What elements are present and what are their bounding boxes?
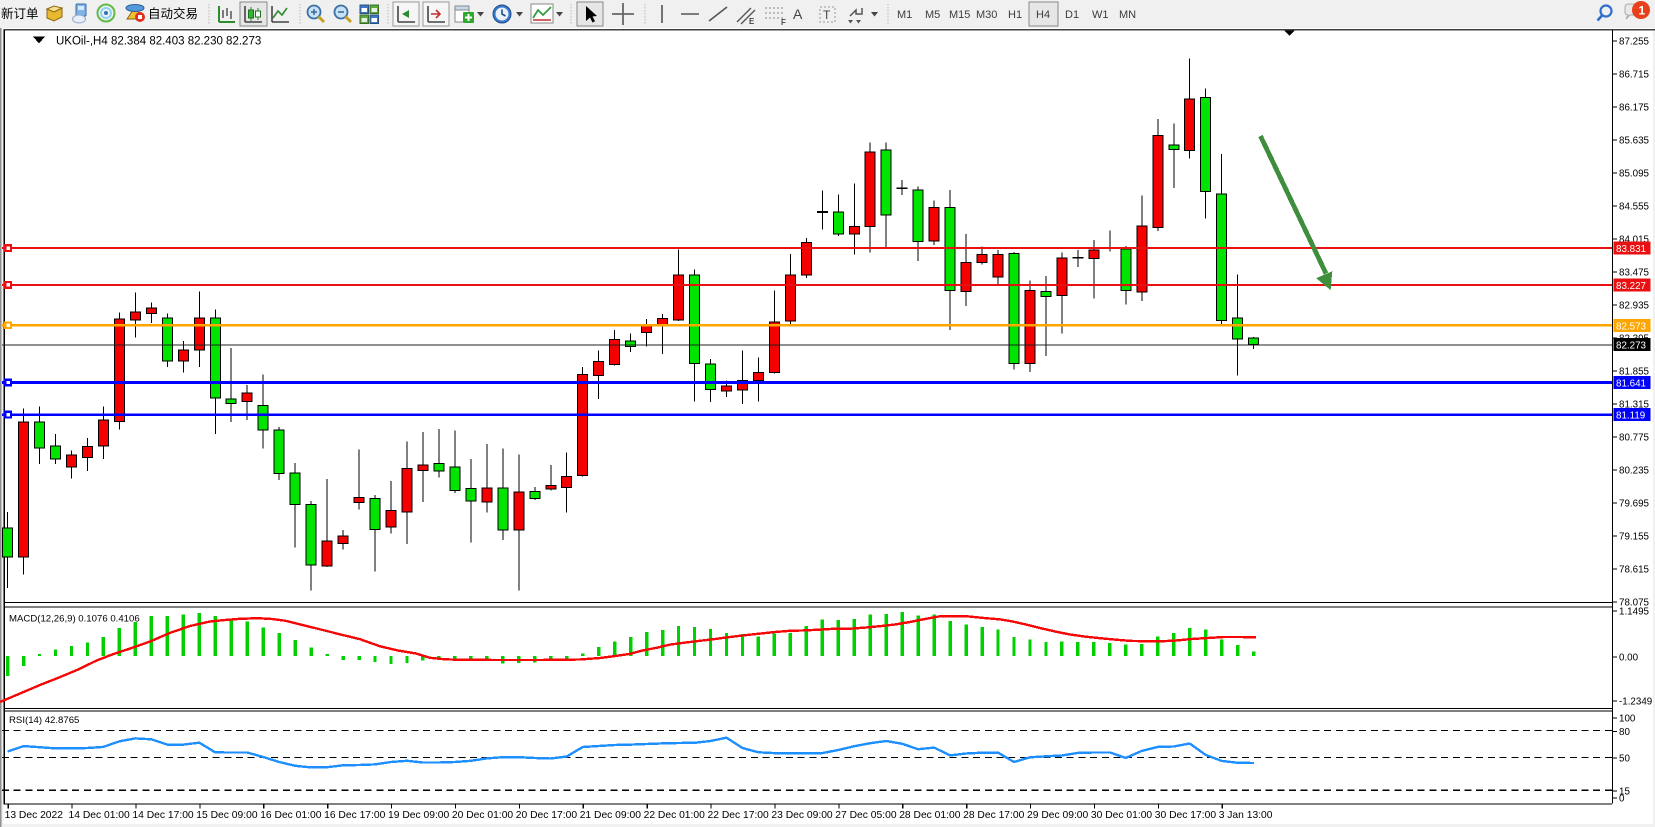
- svg-text:3 Jan 13:00: 3 Jan 13:00: [1219, 810, 1273, 821]
- svg-text:83.475: 83.475: [1619, 268, 1650, 279]
- svg-text:81.641: 81.641: [1616, 379, 1646, 390]
- svg-text:15 Dec 09:00: 15 Dec 09:00: [196, 810, 258, 821]
- svg-text:UKOil-,H4 82.384 82.403 82.23: UKOil-,H4 82.384 82.403 82.230 82.273: [56, 36, 261, 48]
- svg-text:F: F: [781, 18, 786, 27]
- svg-text:85.095: 85.095: [1619, 169, 1650, 180]
- svg-text:13 Dec 2022: 13 Dec 2022: [5, 810, 64, 821]
- svg-text:T: T: [823, 8, 831, 22]
- svg-text:81.119: 81.119: [1616, 411, 1645, 422]
- svg-text:-1.2349: -1.2349: [1619, 696, 1652, 707]
- svg-text:80: 80: [1619, 727, 1630, 738]
- svg-text:20 Dec 01:00: 20 Dec 01:00: [452, 810, 514, 821]
- svg-text:21 Dec 09:00: 21 Dec 09:00: [580, 810, 642, 821]
- svg-text:1: 1: [1639, 4, 1646, 18]
- svg-text:自动交易: 自动交易: [148, 6, 198, 21]
- svg-text:87.255: 87.255: [1619, 37, 1650, 48]
- svg-text:H1: H1: [1008, 9, 1022, 21]
- svg-text:86.175: 86.175: [1619, 103, 1650, 114]
- svg-text:14 Dec 17:00: 14 Dec 17:00: [132, 810, 194, 821]
- svg-text:84.015: 84.015: [1619, 235, 1650, 246]
- svg-text:W1: W1: [1092, 9, 1109, 21]
- svg-text:19 Dec 09:00: 19 Dec 09:00: [388, 810, 450, 821]
- svg-text:16 Dec 01:00: 16 Dec 01:00: [260, 810, 322, 821]
- svg-text:H4: H4: [1036, 9, 1050, 21]
- svg-text:82.935: 82.935: [1619, 301, 1650, 312]
- svg-text:0: 0: [1619, 794, 1625, 805]
- svg-text:28 Dec 17:00: 28 Dec 17:00: [963, 810, 1025, 821]
- svg-text:27 Dec 05:00: 27 Dec 05:00: [835, 810, 897, 821]
- svg-text:81.315: 81.315: [1619, 400, 1650, 411]
- svg-text:80.235: 80.235: [1619, 466, 1650, 477]
- svg-text:23 Dec 09:00: 23 Dec 09:00: [771, 810, 833, 821]
- svg-text:新订单: 新订单: [1, 6, 39, 21]
- svg-text:50: 50: [1619, 753, 1630, 764]
- svg-text:MN: MN: [1119, 9, 1136, 21]
- svg-text:79.155: 79.155: [1619, 532, 1650, 543]
- svg-text:100: 100: [1619, 714, 1636, 725]
- svg-text:30 Dec 17:00: 30 Dec 17:00: [1155, 810, 1217, 821]
- svg-text:E: E: [749, 17, 754, 26]
- svg-text:78.075: 78.075: [1619, 598, 1650, 609]
- svg-text:M1: M1: [897, 9, 912, 21]
- svg-text:30 Dec 01:00: 30 Dec 01:00: [1091, 810, 1153, 821]
- svg-text:28 Dec 01:00: 28 Dec 01:00: [899, 810, 961, 821]
- svg-text:86.715: 86.715: [1619, 70, 1650, 81]
- svg-text:22 Dec 17:00: 22 Dec 17:00: [708, 810, 770, 821]
- svg-text:16 Dec 17:00: 16 Dec 17:00: [324, 810, 386, 821]
- svg-text:20 Dec 17:00: 20 Dec 17:00: [516, 810, 578, 821]
- svg-text:81.855: 81.855: [1619, 367, 1650, 378]
- svg-text:15: 15: [1619, 786, 1630, 797]
- svg-text:84.555: 84.555: [1619, 202, 1650, 213]
- svg-text:29 Dec 09:00: 29 Dec 09:00: [1027, 810, 1089, 821]
- svg-text:14 Dec 01:00: 14 Dec 01:00: [69, 810, 131, 821]
- svg-text:A: A: [793, 6, 803, 22]
- svg-text:RSI(14) 42.8765: RSI(14) 42.8765: [9, 715, 79, 726]
- svg-text:79.695: 79.695: [1619, 499, 1650, 510]
- svg-text:80.775: 80.775: [1619, 433, 1650, 444]
- svg-text:78.615: 78.615: [1619, 565, 1650, 576]
- svg-text:M5: M5: [925, 9, 940, 21]
- svg-text:D1: D1: [1065, 9, 1079, 21]
- svg-text:22 Dec 01:00: 22 Dec 01:00: [644, 810, 706, 821]
- svg-text:0.00: 0.00: [1619, 652, 1639, 663]
- svg-text:83.831: 83.831: [1616, 244, 1646, 255]
- svg-text:83.227: 83.227: [1616, 281, 1646, 292]
- svg-text:M30: M30: [976, 9, 997, 21]
- svg-text:M15: M15: [949, 9, 970, 21]
- svg-text:85.635: 85.635: [1619, 136, 1650, 147]
- svg-text:1.1495: 1.1495: [1619, 607, 1650, 618]
- svg-text:82.573: 82.573: [1616, 321, 1647, 332]
- svg-text:MACD(12,26,9) 0.1076 0.4106: MACD(12,26,9) 0.1076 0.4106: [9, 613, 140, 624]
- svg-text:82.273: 82.273: [1616, 340, 1647, 351]
